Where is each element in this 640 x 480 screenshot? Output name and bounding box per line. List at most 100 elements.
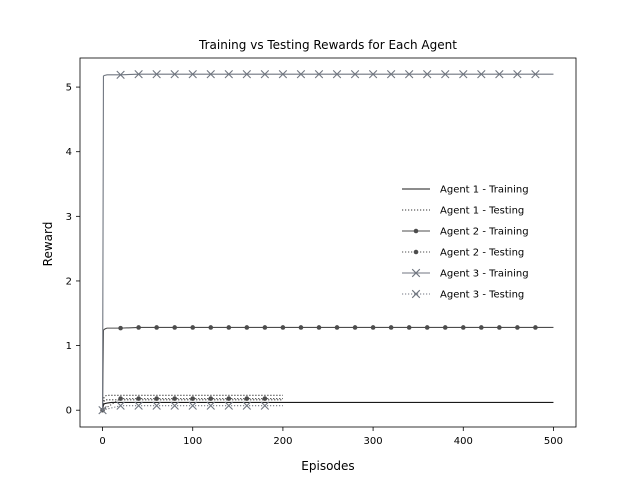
data-point: [370, 325, 376, 330]
data-point: [314, 69, 324, 79]
data-point: [190, 396, 196, 401]
data-point: [152, 69, 161, 79]
data-point: [460, 325, 466, 330]
data-point: [242, 69, 252, 79]
data-point: [226, 396, 232, 401]
data-point: [154, 325, 159, 330]
chart-title: Training vs Testing Rewards for Each Age…: [198, 38, 457, 52]
data-point: [334, 325, 340, 330]
data-point: [172, 396, 177, 401]
legend-item: Agent 1 - Testing: [402, 206, 524, 217]
data-point: [278, 69, 288, 79]
series-3: [102, 394, 283, 411]
data-point: [98, 406, 107, 415]
data-point: [477, 69, 486, 79]
data-point: [352, 325, 358, 330]
data-point: [244, 396, 250, 401]
legend-item: Agent 3 - Testing: [402, 290, 524, 301]
legend-label: Agent 2 - Training: [440, 227, 529, 238]
data-point: [188, 69, 197, 79]
data-point: [260, 69, 270, 79]
data-point: [479, 325, 484, 330]
y-axis: 0 1 2 3 4 5: [66, 83, 80, 417]
y-tick-label: 0: [66, 406, 72, 417]
data-point: [404, 69, 414, 79]
data-point: [296, 69, 306, 79]
data-point: [441, 69, 450, 79]
x-tick-label: 100: [183, 436, 202, 447]
y-tick-label: 1: [66, 341, 72, 352]
data-point: [152, 401, 161, 410]
legend-label: Agent 3 - Testing: [440, 290, 524, 301]
series-line: [102, 394, 283, 411]
series-6: [102, 69, 554, 411]
data-point: [224, 401, 233, 410]
data-point: [206, 69, 215, 79]
x-tick-label: 0: [99, 436, 105, 447]
data-point: [208, 325, 214, 330]
y-axis-label: Reward: [41, 222, 55, 267]
data-point: [497, 325, 502, 330]
series-7: [98, 401, 283, 415]
series-4: [102, 325, 554, 411]
data-point: [172, 325, 177, 330]
data-point: [515, 325, 520, 330]
x-tick-label: 500: [544, 436, 563, 447]
x-tick-label: 400: [454, 436, 473, 447]
data-point: [423, 69, 432, 79]
data-point: [136, 396, 141, 401]
data-point: [260, 401, 270, 410]
data-point: [224, 69, 233, 79]
x-axis-label: Episodes: [301, 459, 354, 473]
legend-label: Agent 3 - Training: [440, 269, 529, 280]
data-point: [262, 325, 268, 330]
data-point: [116, 401, 125, 410]
data-point: [208, 396, 214, 401]
y-tick-label: 2: [66, 276, 72, 287]
legend-marker: [411, 289, 421, 299]
x-tick-label: 200: [273, 436, 292, 447]
data-point: [190, 325, 196, 330]
data-point: [242, 401, 252, 410]
data-point: [154, 396, 159, 401]
legend-marker: [413, 228, 419, 234]
legend-label: Agent 1 - Testing: [440, 206, 524, 217]
data-point: [459, 69, 468, 79]
data-point: [386, 69, 396, 79]
plot-frame: [79, 57, 577, 428]
legend-label: Agent 2 - Testing: [440, 248, 524, 259]
data-point: [531, 69, 540, 79]
data-point: [118, 325, 123, 331]
data-point: [495, 69, 504, 79]
data-point: [388, 325, 394, 330]
data-point: [442, 325, 448, 330]
data-point: [170, 401, 179, 410]
data-point: [244, 325, 250, 330]
data-point: [424, 325, 430, 330]
data-point: [280, 325, 286, 330]
data-point: [332, 69, 342, 79]
x-axis: 0 100 200 300 400 500: [99, 427, 563, 447]
data-point: [298, 325, 304, 330]
data-point: [350, 69, 360, 79]
plot-area: [98, 69, 554, 415]
data-point: [226, 325, 232, 330]
data-point: [406, 325, 412, 330]
legend-item: Agent 2 - Testing: [402, 248, 524, 259]
data-point: [170, 69, 179, 79]
legend-marker: [411, 268, 421, 278]
legend-item: Agent 1 - Training: [402, 185, 529, 196]
x-tick-label: 300: [364, 436, 383, 447]
legend-item: Agent 3 - Training: [402, 269, 529, 280]
y-tick-label: 3: [66, 212, 72, 223]
legend: Agent 1 - Training Agent 1 - Testing Agent…: [402, 185, 529, 301]
data-point: [118, 396, 123, 401]
data-point: [134, 69, 143, 79]
series-line: [102, 401, 554, 411]
legend-label: Agent 1 - Training: [440, 185, 529, 196]
data-point: [316, 325, 322, 330]
data-point: [262, 396, 268, 401]
data-point: [533, 325, 538, 330]
